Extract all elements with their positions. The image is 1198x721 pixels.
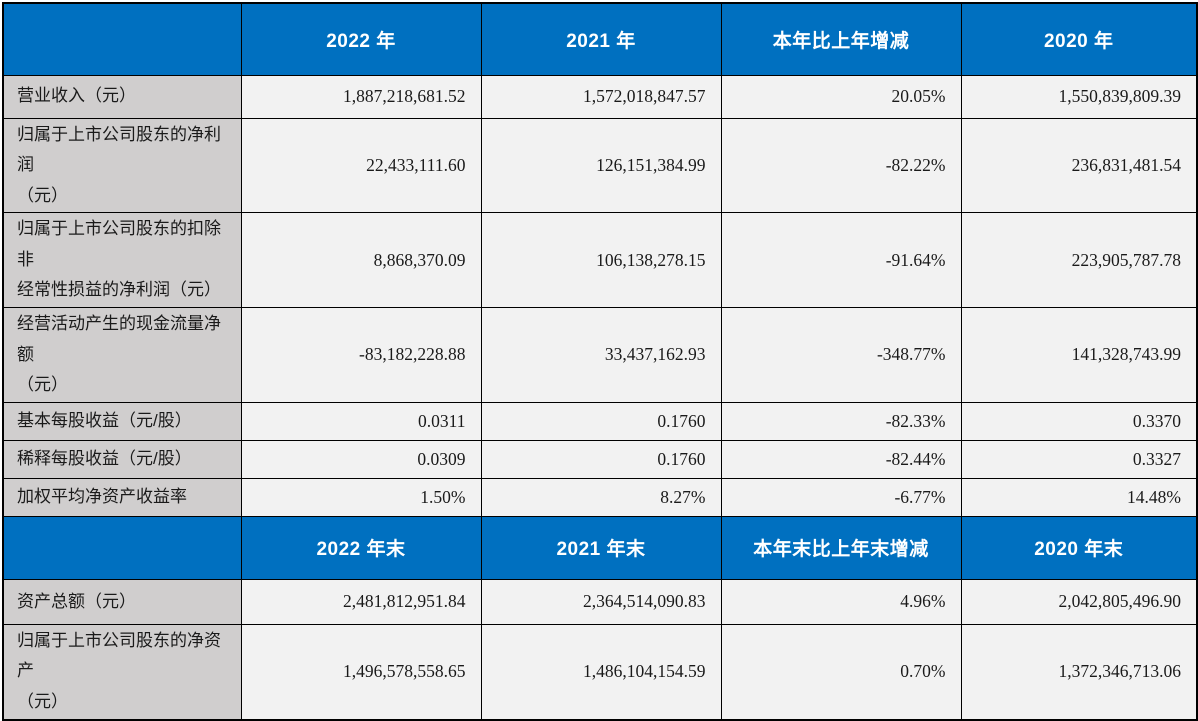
row-label: 经营活动产生的现金流量净额 （元） (2, 307, 242, 403)
annual-header-2021: 2021 年 (480, 2, 722, 76)
cell-2021: 1,486,104,154.59 (480, 623, 722, 721)
year-end-header-change: 本年末比上年末增减 (720, 515, 962, 580)
cell-2022: 1.50% (240, 477, 482, 517)
table-row-total-assets: 资产总额（元） 2,481,812,951.84 2,364,514,090.8… (2, 578, 1198, 625)
table-row-operating-cash-flow: 经营活动产生的现金流量净额 （元） -83,182,228.88 33,437,… (2, 307, 1198, 403)
table-row-basic-eps: 基本每股收益（元/股） 0.0311 0.1760 -82.33% 0.3370 (2, 401, 1198, 441)
cell-2020: 223,905,787.78 (960, 212, 1198, 309)
cell-2021: 33,437,162.93 (480, 307, 722, 403)
cell-change: 20.05% (720, 74, 962, 119)
year-end-header-2022: 2022 年末 (240, 515, 482, 580)
cell-2022: 0.0309 (240, 439, 482, 479)
annual-header-row: 2022 年 2021 年 本年比上年增减 2020 年 (2, 2, 1198, 76)
row-label: 归属于上市公司股东的扣除非 经常性损益的净利润（元） (2, 212, 242, 309)
table-row-net-assets: 归属于上市公司股东的净资产 （元） 1,496,578,558.65 1,486… (2, 623, 1198, 721)
cell-2021: 0.1760 (480, 401, 722, 441)
cell-2020: 1,550,839,809.39 (960, 74, 1198, 119)
cell-2020: 2,042,805,496.90 (960, 578, 1198, 625)
row-label: 归属于上市公司股东的净利润 （元） (2, 117, 242, 214)
cell-change: -82.22% (720, 117, 962, 214)
cell-2022: 22,433,111.60 (240, 117, 482, 214)
cell-2022: 1,887,218,681.52 (240, 74, 482, 119)
annual-header-corner (2, 2, 242, 76)
cell-2021: 126,151,384.99 (480, 117, 722, 214)
cell-2020: 236,831,481.54 (960, 117, 1198, 214)
cell-change: -82.33% (720, 401, 962, 441)
row-label: 营业收入（元） (2, 74, 242, 119)
table-row-net-profit-excl-nonrecurring: 归属于上市公司股东的扣除非 经常性损益的净利润（元） 8,868,370.09 … (2, 212, 1198, 309)
cell-2022: -83,182,228.88 (240, 307, 482, 403)
cell-change: 4.96% (720, 578, 962, 625)
cell-2020: 0.3370 (960, 401, 1198, 441)
cell-change: -91.64% (720, 212, 962, 309)
cell-2021: 1,572,018,847.57 (480, 74, 722, 119)
cell-2021: 106,138,278.15 (480, 212, 722, 309)
year-end-header-row: 2022 年末 2021 年末 本年末比上年末增减 2020 年末 (2, 515, 1198, 580)
cell-2020: 0.3327 (960, 439, 1198, 479)
table-row-revenue: 营业收入（元） 1,887,218,681.52 1,572,018,847.5… (2, 74, 1198, 119)
cell-2020: 1,372,346,713.06 (960, 623, 1198, 721)
row-label: 归属于上市公司股东的净资产 （元） (2, 623, 242, 721)
cell-change: 0.70% (720, 623, 962, 721)
row-label: 稀释每股收益（元/股） (2, 439, 242, 479)
year-end-header-2020: 2020 年末 (960, 515, 1198, 580)
annual-header-change: 本年比上年增减 (720, 2, 962, 76)
table-row-weighted-avg-roe: 加权平均净资产收益率 1.50% 8.27% -6.77% 14.48% (2, 477, 1198, 517)
year-end-header-corner (2, 515, 242, 580)
cell-2022: 8,868,370.09 (240, 212, 482, 309)
cell-2022: 1,496,578,558.65 (240, 623, 482, 721)
year-end-header-2021: 2021 年末 (480, 515, 722, 580)
cell-2021: 8.27% (480, 477, 722, 517)
row-label: 资产总额（元） (2, 578, 242, 625)
cell-2020: 141,328,743.99 (960, 307, 1198, 403)
cell-2021: 0.1760 (480, 439, 722, 479)
table-row-net-profit: 归属于上市公司股东的净利润 （元） 22,433,111.60 126,151,… (2, 117, 1198, 214)
row-label: 基本每股收益（元/股） (2, 401, 242, 441)
cell-change: -6.77% (720, 477, 962, 517)
row-label: 加权平均净资产收益率 (2, 477, 242, 517)
cell-2022: 2,481,812,951.84 (240, 578, 482, 625)
table-row-diluted-eps: 稀释每股收益（元/股） 0.0309 0.1760 -82.44% 0.3327 (2, 439, 1198, 479)
cell-2020: 14.48% (960, 477, 1198, 517)
cell-2022: 0.0311 (240, 401, 482, 441)
annual-header-2022: 2022 年 (240, 2, 482, 76)
cell-change: -348.77% (720, 307, 962, 403)
cell-change: -82.44% (720, 439, 962, 479)
cell-2021: 2,364,514,090.83 (480, 578, 722, 625)
annual-header-2020: 2020 年 (960, 2, 1198, 76)
